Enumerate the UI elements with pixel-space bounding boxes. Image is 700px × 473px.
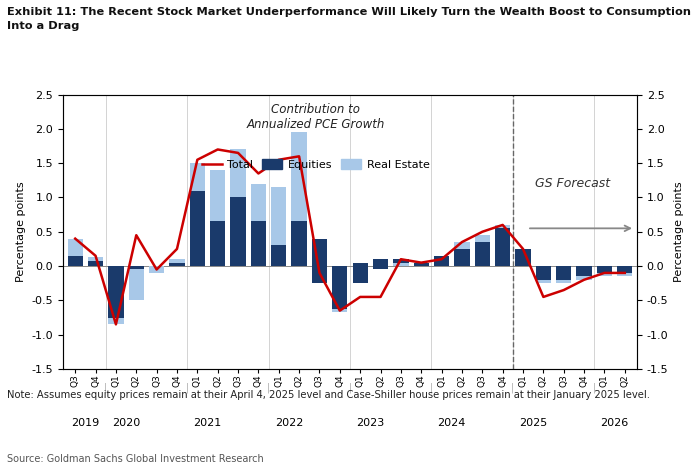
Bar — [271, 245, 286, 266]
Text: Contribution to
Annualized PCE Growth: Contribution to Annualized PCE Growth — [246, 103, 385, 131]
Text: 2025: 2025 — [519, 418, 547, 429]
Bar — [230, 149, 246, 198]
Bar — [454, 249, 470, 266]
Bar — [108, 317, 124, 324]
Bar — [332, 308, 347, 312]
Bar — [108, 266, 124, 317]
Text: Note: Assumes equity prices remain at their April 4, 2025 level and Case-Shiller: Note: Assumes equity prices remain at th… — [7, 390, 650, 400]
Bar — [475, 242, 490, 266]
Y-axis label: Percentage points: Percentage points — [674, 182, 684, 282]
Text: |: | — [593, 383, 596, 393]
Bar — [495, 228, 510, 266]
Bar — [454, 242, 470, 249]
Bar — [495, 225, 510, 228]
Bar — [393, 259, 409, 263]
Bar — [129, 270, 144, 300]
Bar — [271, 187, 286, 245]
Text: |: | — [186, 383, 189, 393]
Bar — [353, 263, 368, 266]
Bar — [414, 263, 429, 266]
Text: 2019: 2019 — [71, 418, 99, 429]
Text: |: | — [511, 383, 514, 393]
Bar — [617, 273, 632, 276]
Bar — [149, 266, 164, 273]
Bar — [597, 273, 612, 276]
Bar — [515, 249, 531, 266]
Bar — [536, 266, 551, 280]
Bar — [434, 256, 449, 266]
Bar — [353, 263, 368, 283]
Bar — [129, 266, 144, 270]
Bar — [414, 263, 429, 266]
Bar — [190, 191, 205, 266]
Y-axis label: Percentage points: Percentage points — [16, 182, 26, 282]
Bar — [373, 259, 389, 266]
Text: 2020: 2020 — [112, 418, 140, 429]
Text: 2023: 2023 — [356, 418, 384, 429]
Text: GS Forecast: GS Forecast — [536, 177, 610, 190]
Bar — [251, 184, 266, 221]
Bar — [210, 221, 225, 266]
Bar — [393, 259, 409, 266]
Text: 2024: 2024 — [438, 418, 466, 429]
Bar — [68, 238, 83, 256]
Bar — [576, 266, 592, 276]
Bar — [556, 266, 571, 280]
Text: |: | — [104, 383, 107, 393]
Bar — [88, 257, 103, 261]
Bar — [312, 238, 327, 283]
Bar — [169, 263, 185, 266]
Text: Exhibit 11: The Recent Stock Market Underperformance Will Likely Turn the Wealth: Exhibit 11: The Recent Stock Market Unde… — [7, 7, 691, 17]
Bar — [312, 238, 327, 266]
Bar — [68, 256, 83, 266]
Text: |: | — [430, 383, 433, 393]
Bar — [556, 280, 571, 283]
Bar — [291, 221, 307, 266]
Bar — [536, 280, 551, 283]
Text: Into a Drag: Into a Drag — [7, 21, 79, 31]
Bar — [475, 235, 490, 242]
Bar — [190, 163, 205, 191]
Bar — [617, 266, 632, 273]
Text: 2026: 2026 — [601, 418, 629, 429]
Text: |: | — [349, 383, 351, 393]
Bar — [169, 259, 185, 263]
Bar — [88, 261, 103, 266]
Bar — [291, 132, 307, 221]
Bar — [230, 198, 246, 266]
Text: 2021: 2021 — [193, 418, 222, 429]
Bar — [597, 266, 612, 273]
Text: 2022: 2022 — [274, 418, 303, 429]
Bar — [576, 276, 592, 280]
Bar — [210, 170, 225, 221]
Bar — [251, 221, 266, 266]
Text: Source: Goldman Sachs Global Investment Research: Source: Goldman Sachs Global Investment … — [7, 454, 264, 464]
Bar — [332, 266, 347, 308]
Legend: Total, Equities, Real Estate: Total, Equities, Real Estate — [197, 155, 434, 175]
Text: |: | — [267, 383, 270, 393]
Bar — [373, 259, 389, 270]
